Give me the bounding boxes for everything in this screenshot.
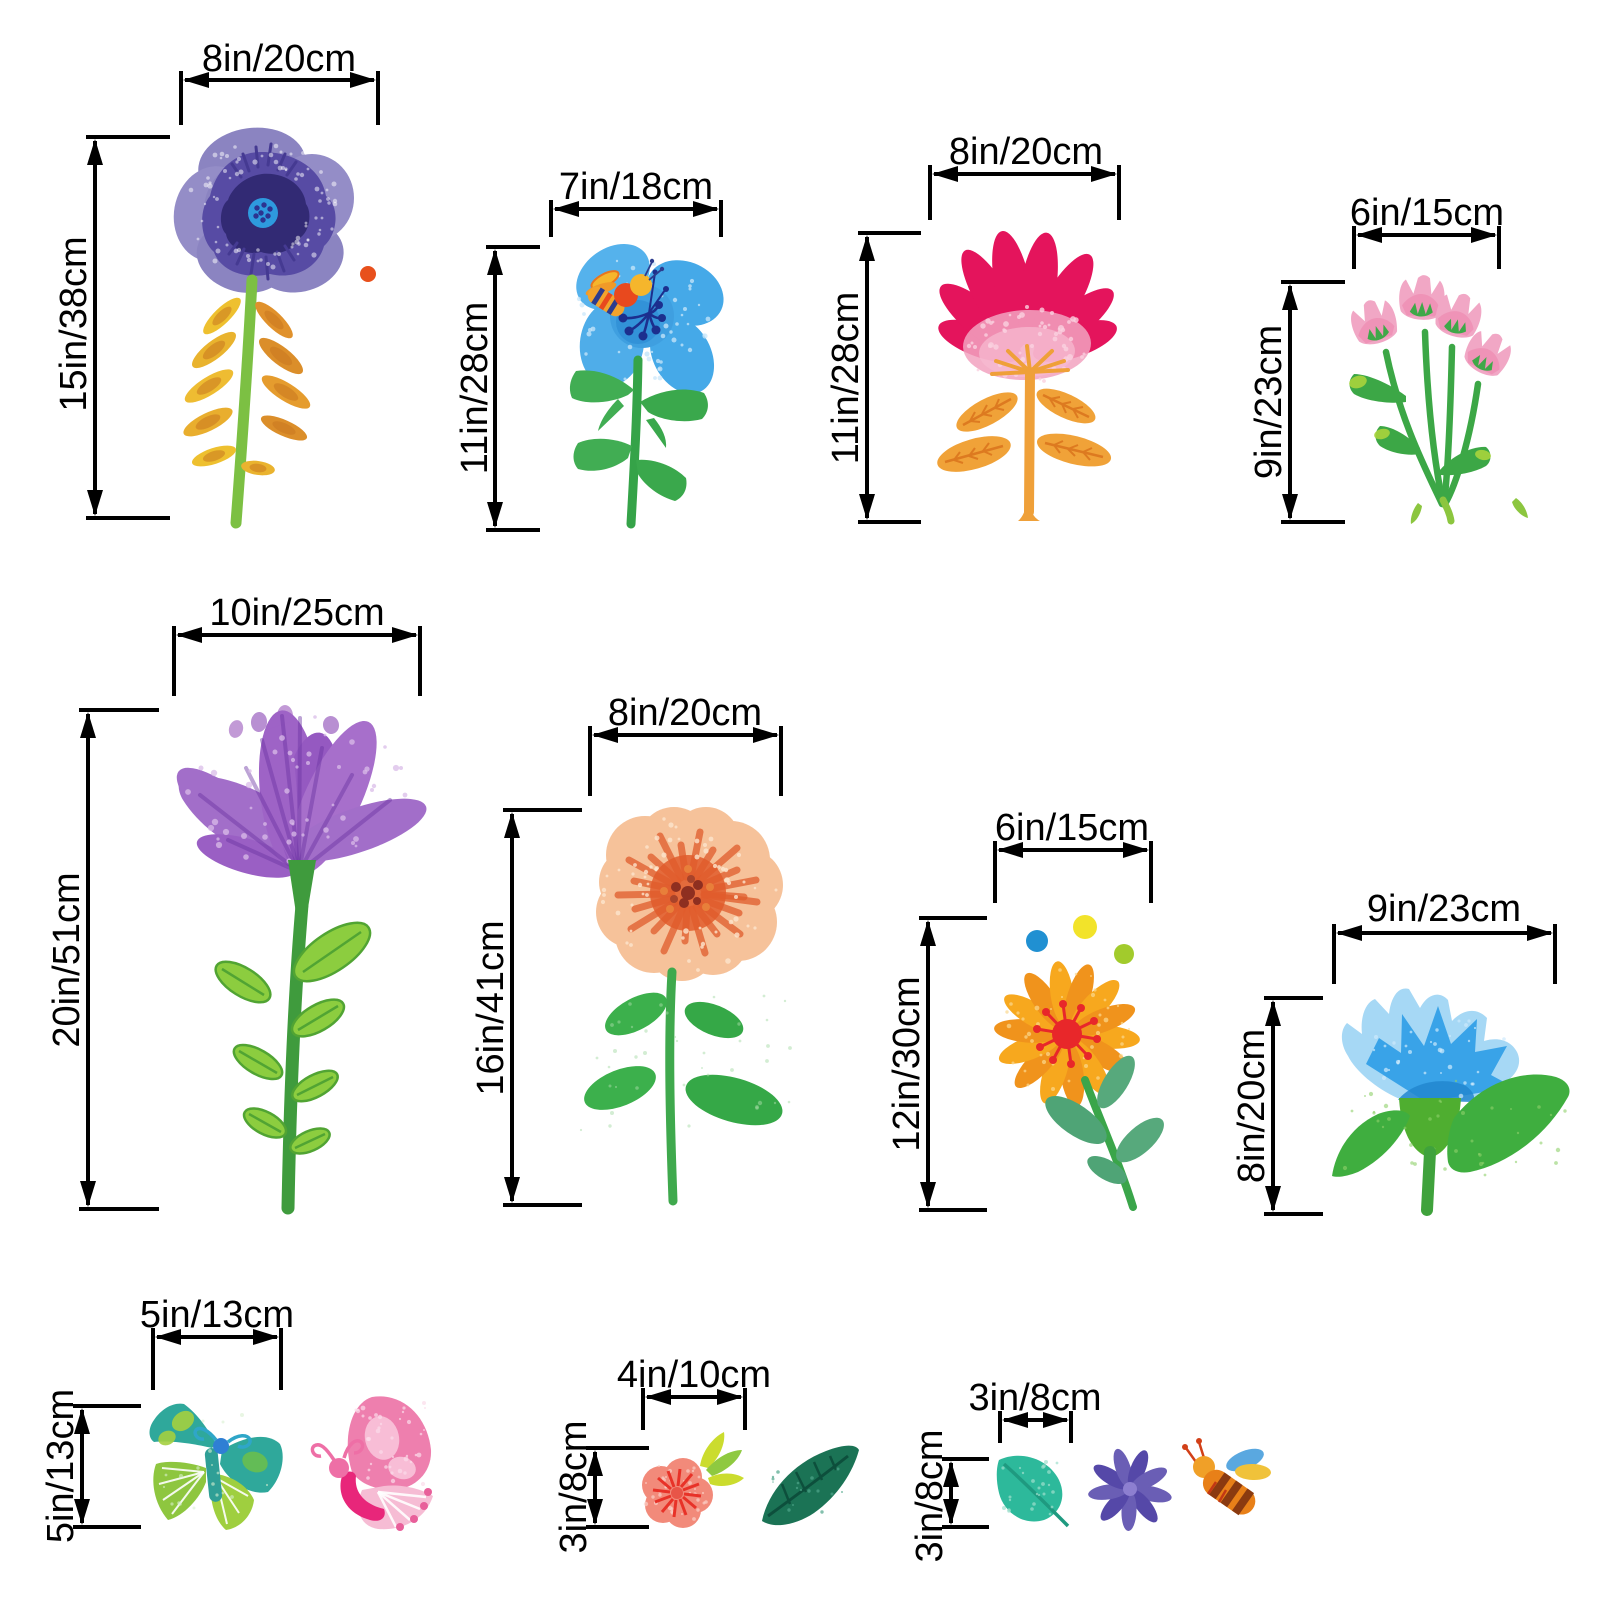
svg-text:12in/30cm: 12in/30cm [886,976,928,1151]
svg-text:20in/51cm: 20in/51cm [46,872,88,1047]
svg-text:6in/15cm: 6in/15cm [995,807,1149,849]
svg-text:9in/23cm: 9in/23cm [1367,888,1521,930]
svg-text:8in/20cm: 8in/20cm [202,38,356,80]
svg-text:15in/38cm: 15in/38cm [53,236,95,411]
svg-text:3in/8cm: 3in/8cm [909,1429,951,1562]
svg-text:5in/13cm: 5in/13cm [40,1389,82,1543]
svg-text:7in/18cm: 7in/18cm [559,166,713,208]
svg-text:8in/20cm: 8in/20cm [1231,1029,1273,1183]
svg-text:10in/25cm: 10in/25cm [209,592,384,634]
svg-text:4in/10cm: 4in/10cm [617,1354,771,1396]
svg-text:8in/20cm: 8in/20cm [949,131,1103,173]
svg-text:9in/23cm: 9in/23cm [1248,325,1290,479]
svg-text:8in/20cm: 8in/20cm [608,692,762,734]
svg-text:16in/41cm: 16in/41cm [470,920,512,1095]
svg-text:6in/15cm: 6in/15cm [1350,192,1504,234]
svg-text:11in/28cm: 11in/28cm [454,302,496,475]
svg-text:11in/28cm: 11in/28cm [825,292,867,465]
svg-text:3in/8cm: 3in/8cm [968,1377,1101,1419]
svg-text:5in/13cm: 5in/13cm [140,1294,294,1336]
svg-text:3in/8cm: 3in/8cm [553,1420,595,1553]
